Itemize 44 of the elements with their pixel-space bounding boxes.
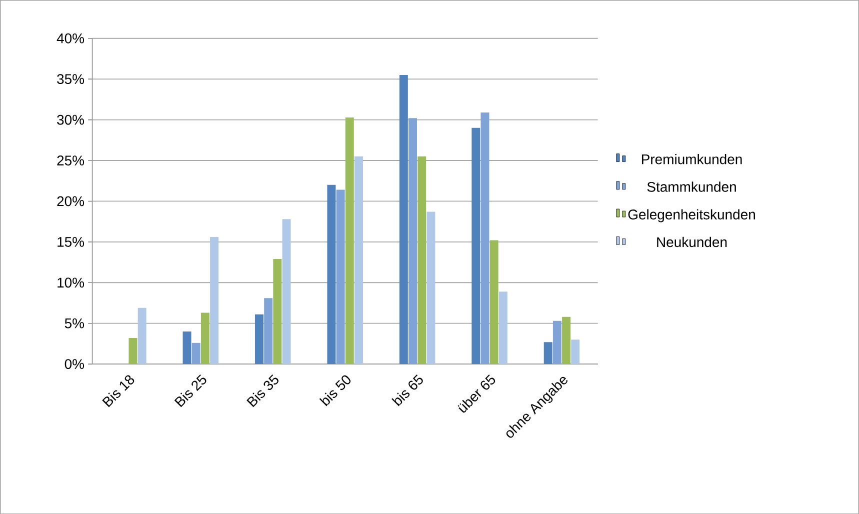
y-tick-label: 25% xyxy=(57,155,84,166)
legend-label: Premiumkunden xyxy=(642,154,742,164)
y-tick-label: 20% xyxy=(57,196,84,206)
x-tick-label: Bis 35 xyxy=(246,374,278,407)
bar xyxy=(562,316,571,364)
bar xyxy=(200,312,210,364)
bar xyxy=(408,118,417,364)
bar xyxy=(354,156,363,364)
bar xyxy=(282,218,291,364)
bar xyxy=(254,314,264,364)
bar xyxy=(399,74,408,364)
bar xyxy=(192,342,200,364)
bar xyxy=(210,236,219,364)
y-tick-label: 10% xyxy=(58,278,84,288)
bar xyxy=(336,190,345,364)
bar xyxy=(544,342,552,364)
bar xyxy=(571,339,580,364)
legend-label: Neukunden xyxy=(657,236,727,247)
bar xyxy=(273,258,282,364)
bar xyxy=(138,308,146,364)
bar xyxy=(418,156,426,364)
y-tick-label: 30% xyxy=(57,114,84,125)
x-tick-label: Bis 18 xyxy=(102,375,134,407)
y-tick-label: 40% xyxy=(56,33,84,44)
y-tick-label: 0% xyxy=(64,358,84,369)
bar xyxy=(128,338,138,364)
bar xyxy=(480,112,490,364)
bar xyxy=(490,240,498,364)
y-tick-label: 15% xyxy=(58,236,84,247)
legend-label: Gelegenheitskunden xyxy=(628,209,755,222)
y-tick-label: 5% xyxy=(64,318,84,328)
legend-label: Stammkunden xyxy=(647,181,736,192)
bar xyxy=(327,184,336,364)
bar xyxy=(182,331,192,364)
bar xyxy=(345,117,354,364)
bar xyxy=(498,291,508,364)
x-tick-label: Bis 25 xyxy=(174,374,206,407)
x-tick-label: bis 50 xyxy=(319,375,351,406)
x-tick-label: bis 65 xyxy=(392,374,423,406)
bar xyxy=(426,212,436,364)
bar xyxy=(552,320,562,364)
bar xyxy=(472,128,480,364)
bar xyxy=(264,298,273,364)
y-tick-label: 35% xyxy=(57,74,84,84)
